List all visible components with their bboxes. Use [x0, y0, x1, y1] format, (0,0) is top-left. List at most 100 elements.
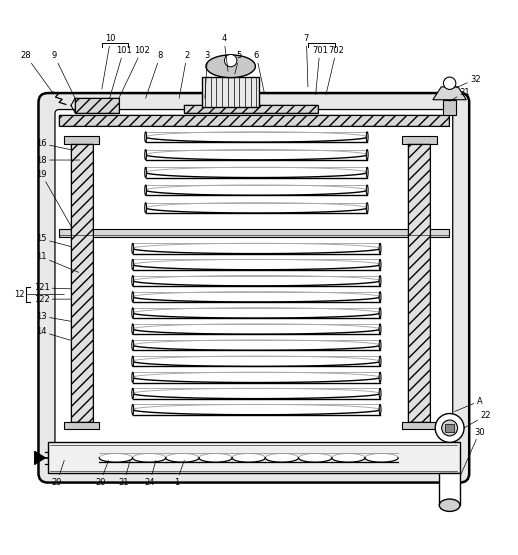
- Text: 29: 29: [52, 461, 64, 487]
- Circle shape: [224, 54, 237, 67]
- Bar: [445, 423, 454, 432]
- Ellipse shape: [379, 340, 381, 350]
- Bar: [402, 422, 437, 430]
- Ellipse shape: [379, 259, 381, 270]
- Ellipse shape: [379, 291, 381, 302]
- Text: 16: 16: [36, 139, 71, 150]
- Text: 1: 1: [174, 461, 184, 487]
- Bar: [402, 136, 437, 144]
- Polygon shape: [365, 453, 398, 462]
- Circle shape: [435, 413, 464, 442]
- Text: 102: 102: [119, 46, 149, 98]
- Ellipse shape: [132, 356, 134, 366]
- Text: 2: 2: [179, 52, 190, 98]
- Circle shape: [443, 77, 456, 89]
- Bar: [408, 144, 430, 422]
- Bar: [59, 115, 449, 125]
- Text: 30: 30: [461, 427, 485, 475]
- Polygon shape: [35, 452, 45, 464]
- Ellipse shape: [132, 324, 134, 334]
- FancyBboxPatch shape: [38, 93, 469, 482]
- Ellipse shape: [132, 291, 134, 302]
- Polygon shape: [133, 324, 380, 334]
- Polygon shape: [133, 340, 380, 350]
- Polygon shape: [133, 372, 380, 382]
- Polygon shape: [133, 453, 166, 462]
- Text: 31: 31: [450, 88, 470, 102]
- Ellipse shape: [379, 324, 381, 334]
- Polygon shape: [265, 453, 298, 462]
- Text: 8: 8: [146, 52, 163, 98]
- Text: 9: 9: [52, 52, 75, 98]
- Text: A: A: [455, 397, 482, 411]
- Polygon shape: [133, 405, 380, 415]
- Polygon shape: [133, 356, 380, 366]
- Bar: [408, 144, 430, 422]
- Ellipse shape: [366, 185, 368, 195]
- Text: 19: 19: [36, 170, 71, 226]
- Polygon shape: [133, 243, 380, 254]
- Text: 32: 32: [456, 74, 481, 88]
- Polygon shape: [133, 259, 380, 270]
- Ellipse shape: [366, 167, 368, 178]
- Ellipse shape: [379, 308, 381, 318]
- Bar: [75, 98, 119, 113]
- Ellipse shape: [132, 259, 134, 270]
- Polygon shape: [133, 275, 380, 286]
- Ellipse shape: [145, 132, 147, 142]
- Ellipse shape: [379, 372, 381, 382]
- Bar: [203, 77, 259, 108]
- Bar: [59, 229, 449, 238]
- Ellipse shape: [366, 132, 368, 142]
- Text: 702: 702: [326, 46, 344, 94]
- Ellipse shape: [132, 372, 134, 382]
- Bar: [64, 422, 99, 430]
- Ellipse shape: [439, 499, 460, 511]
- Ellipse shape: [145, 185, 147, 195]
- Ellipse shape: [132, 388, 134, 398]
- Text: 122: 122: [34, 295, 71, 304]
- Text: 12: 12: [14, 290, 64, 299]
- Ellipse shape: [379, 356, 381, 366]
- Bar: [443, 100, 456, 115]
- Polygon shape: [146, 185, 367, 195]
- Polygon shape: [133, 388, 380, 398]
- FancyBboxPatch shape: [55, 109, 453, 466]
- Bar: [75, 98, 119, 113]
- Bar: [64, 136, 99, 144]
- Circle shape: [442, 420, 457, 436]
- Bar: [71, 144, 93, 422]
- Text: 121: 121: [34, 283, 71, 292]
- Ellipse shape: [379, 388, 381, 398]
- Text: 21: 21: [119, 461, 130, 487]
- Ellipse shape: [366, 203, 368, 213]
- Ellipse shape: [379, 405, 381, 415]
- Polygon shape: [232, 453, 265, 462]
- Polygon shape: [332, 453, 365, 462]
- Bar: [184, 105, 318, 113]
- Text: 11: 11: [36, 253, 79, 273]
- Text: 101: 101: [110, 46, 132, 98]
- Polygon shape: [99, 453, 133, 462]
- Text: 14: 14: [36, 327, 71, 340]
- Bar: [439, 473, 460, 505]
- Text: 6: 6: [254, 52, 264, 92]
- Ellipse shape: [145, 149, 147, 160]
- Ellipse shape: [132, 340, 134, 350]
- Polygon shape: [166, 453, 199, 462]
- Ellipse shape: [132, 275, 134, 286]
- Text: 20: 20: [95, 461, 109, 487]
- Polygon shape: [146, 149, 367, 160]
- Polygon shape: [146, 167, 367, 178]
- Ellipse shape: [132, 243, 134, 254]
- Text: 22: 22: [464, 411, 491, 428]
- Text: 3: 3: [205, 52, 210, 98]
- Polygon shape: [133, 308, 380, 318]
- Bar: [59, 115, 449, 125]
- Ellipse shape: [132, 405, 134, 415]
- Bar: [184, 105, 318, 113]
- Text: 5: 5: [235, 52, 242, 74]
- Ellipse shape: [132, 308, 134, 318]
- Text: 24: 24: [145, 461, 156, 487]
- Ellipse shape: [206, 55, 255, 78]
